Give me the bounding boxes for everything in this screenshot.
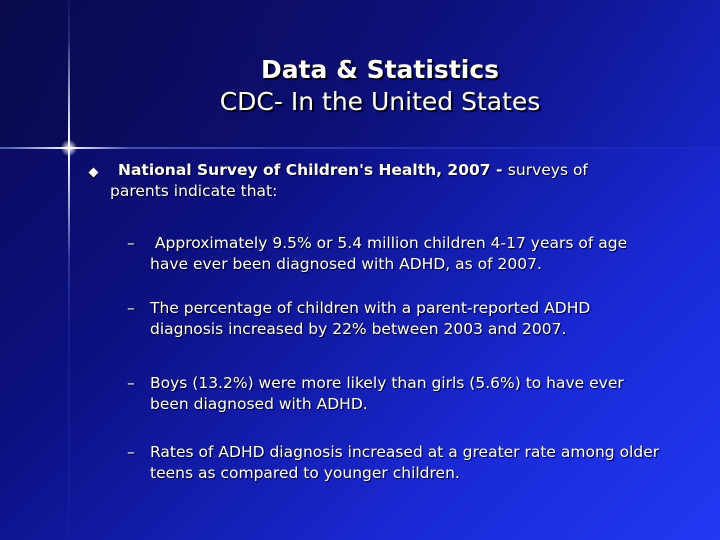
- dash-bullet-3: –: [127, 374, 135, 392]
- sub-bullet-4-line1: Rates of ADHD diagnosis increased at a g…: [150, 443, 660, 461]
- sub-bullet-2: The percentage of children with a parent…: [150, 298, 680, 340]
- main-bullet-text-line2: parents indicate that:: [110, 182, 278, 200]
- sub-bullet-1: Approximately 9.5% or 5.4 million childr…: [150, 233, 680, 275]
- sparkle-glow: [61, 140, 77, 156]
- sub-bullet-3-line2: been diagnosed with ADHD.: [150, 395, 368, 413]
- vertical-divider: [68, 0, 70, 540]
- main-bullet-bold: National Survey of Children's Health, 20…: [118, 161, 508, 179]
- sub-bullet-4-line2: teens as compared to younger children.: [150, 464, 460, 482]
- horizontal-divider: [0, 147, 720, 149]
- sub-bullet-1-line2: have ever been diagnosed with ADHD, as o…: [150, 255, 542, 273]
- title-line-2: CDC- In the United States: [219, 87, 541, 116]
- title-line-1: Data & Statistics: [260, 55, 500, 84]
- sub-bullet-3: Boys (13.2%) were more likely than girls…: [150, 373, 680, 415]
- sub-bullet-1-line1: Approximately 9.5% or 5.4 million childr…: [150, 234, 628, 252]
- dash-bullet-1: –: [127, 234, 135, 252]
- sub-bullet-4: Rates of ADHD diagnosis increased at a g…: [150, 442, 680, 484]
- main-bullet: National Survey of Children's Health, 20…: [110, 160, 678, 202]
- title-band: [0, 0, 720, 148]
- slide-title: Data & Statistics CDC- In the United Sta…: [180, 54, 580, 118]
- dash-bullet-2: –: [127, 299, 135, 317]
- sub-bullet-2-line1: The percentage of children with a parent…: [150, 299, 591, 317]
- dash-bullet-4: –: [127, 443, 135, 461]
- diamond-bullet-icon: [88, 167, 99, 178]
- sub-bullet-3-line1: Boys (13.2%) were more likely than girls…: [150, 374, 624, 392]
- main-bullet-text: surveys of: [507, 161, 588, 179]
- sub-bullet-2-line2: diagnosis increased by 22% between 2003 …: [150, 320, 567, 338]
